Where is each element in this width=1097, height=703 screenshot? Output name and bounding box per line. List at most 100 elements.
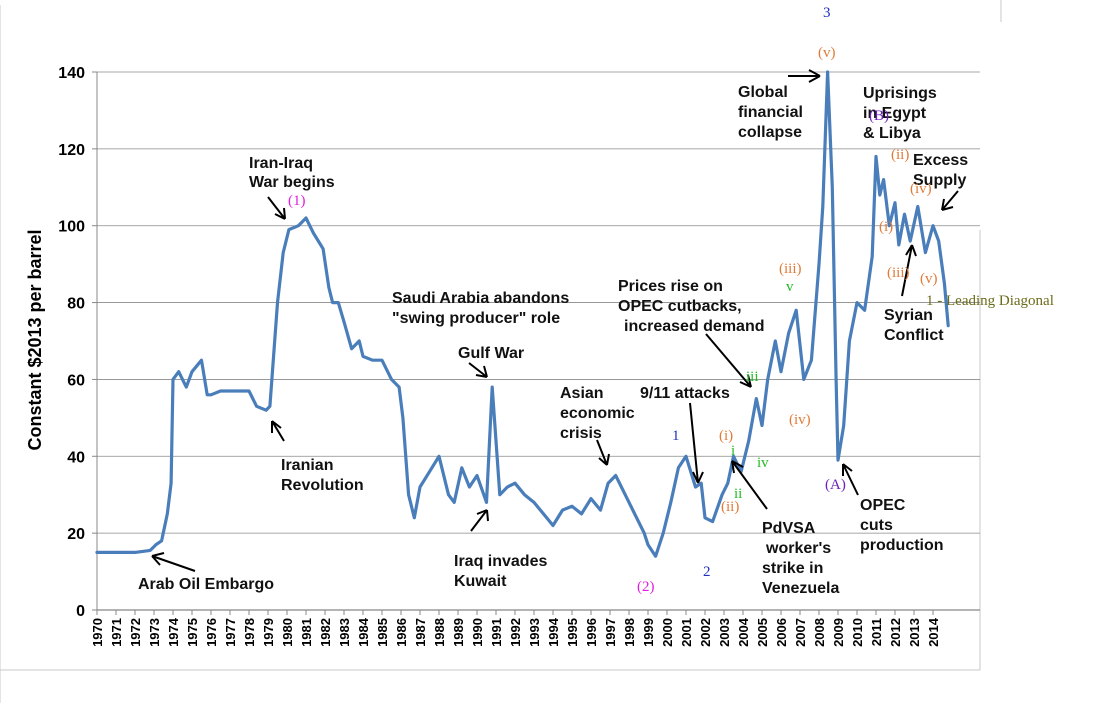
annotation-arrows [151, 69, 959, 572]
x-tick-1976: 1976 [204, 618, 219, 647]
arrow-arab-embargo [151, 552, 196, 572]
arrow-prices-rise [705, 333, 752, 388]
wave-label-iv-orange: (iv) [789, 412, 811, 428]
arrow-opec-cuts [842, 463, 859, 496]
y-tick-20: 20 [67, 526, 85, 543]
wave-label-1-paren: (1) [288, 193, 306, 209]
x-tick-2011: 2011 [869, 618, 884, 646]
wave-label-2: 2 [703, 564, 711, 580]
x-tick-1994: 1994 [546, 617, 561, 647]
annotation-pdvsa: PdVSA worker's strike in Venezuela [762, 520, 839, 597]
annotation-gulf-war: Gulf War [458, 345, 524, 362]
x-tick-2005: 2005 [755, 618, 770, 647]
x-tick-1985: 1985 [375, 618, 390, 647]
arrow-pdvsa [731, 460, 768, 510]
series-line [95, 70, 950, 558]
annotation-uprisings: Uprisings in Egypt & Libya [863, 85, 937, 142]
x-tick-2000: 2000 [660, 618, 675, 647]
x-tick-1984: 1984 [356, 617, 371, 647]
x-tick-1973: 1973 [147, 618, 162, 647]
x-tick-1997: 1997 [603, 618, 618, 647]
y-tick-140: 140 [58, 65, 85, 82]
annotation-saudi-arabia: Saudi Arabia abandons "swing producer" ro… [392, 290, 569, 327]
price-series [95, 70, 950, 558]
wave-label-ii-orange: (ii) [721, 499, 739, 515]
wave-label-2-paren: (2) [637, 579, 655, 595]
x-tick-1988: 1988 [432, 618, 447, 647]
x-tick-1986: 1986 [394, 618, 409, 647]
x-tick-2012: 2012 [888, 618, 903, 647]
wave-label-3: 3 [823, 5, 831, 21]
x-tick-2009: 2009 [831, 618, 846, 647]
x-tick-2013: 2013 [907, 618, 922, 647]
annotation-iran-iraq-war: Iran-Iraq War begins [249, 155, 335, 191]
annotation-syrian-conflict: Syrian Conflict [884, 307, 944, 344]
x-tick-2006: 2006 [774, 618, 789, 647]
wave-label-i-orange: (i) [719, 428, 733, 444]
annotation-excess-supply: Excess Supply [913, 152, 968, 189]
wave-label-1: 1 [672, 428, 680, 444]
wave-label-ii-orange-2: (ii) [891, 147, 909, 163]
x-tick-1991: 1991 [489, 618, 504, 647]
wave-label-iii-orange: (iii) [779, 261, 802, 277]
wave-label-ii-green: ii [734, 486, 742, 502]
x-tick-1998: 1998 [622, 618, 637, 647]
x-tick-1995: 1995 [565, 618, 580, 647]
x-tick-1981: 1981 [299, 618, 314, 647]
x-tick-1978: 1978 [242, 618, 257, 647]
x-tick-1977: 1977 [223, 618, 238, 647]
wave-label-i-green: i [731, 443, 735, 459]
y-tick-60: 60 [67, 372, 85, 389]
y-tick-0: 0 [76, 603, 85, 620]
x-tick-1975: 1975 [185, 618, 200, 647]
x-tick-2008: 2008 [812, 618, 827, 647]
x-tick-2014: 2014 [926, 617, 941, 647]
wave-labels: (1) (2) 1 2 3 (i) (ii) (iii) (iv) (v) i … [288, 5, 938, 595]
x-tick-1983: 1983 [337, 618, 352, 647]
wave-label-iv-green: iv [757, 455, 769, 471]
wave-label-i-orange-2: (i) [879, 219, 893, 235]
wave-label-iii-green: iii [746, 369, 759, 385]
annotation-iranian-revolution: Iranian Revolution [281, 457, 364, 494]
x-tick-1971: 1971 [109, 618, 124, 647]
annotations: Arab Oil Embargo Iran-Iraq War begins Ira… [138, 84, 968, 597]
arrow-asian-crisis [596, 439, 610, 466]
annotation-iraq-invades: Iraq invades Kuwait [454, 553, 547, 590]
x-tick-1974: 1974 [166, 617, 181, 647]
wave-label-iv-orange-2: (iv) [910, 181, 932, 197]
annotation-opec-cuts: OPEC cuts production [860, 497, 944, 554]
x-tick-1992: 1992 [508, 618, 523, 647]
x-tick-1972: 1972 [128, 618, 143, 647]
y-tick-labels: 0 20 40 60 80 100 120 140 [58, 65, 97, 620]
x-tick-1980: 1980 [280, 618, 295, 647]
x-tick-2010: 2010 [850, 618, 865, 647]
annotation-global-collapse: Global financial collapse [738, 84, 803, 141]
x-tick-1982: 1982 [318, 618, 333, 647]
x-tick-1990: 1990 [470, 618, 485, 647]
annotation-asian-crisis: Asian economic crisis [560, 385, 635, 442]
x-tick-2002: 2002 [698, 618, 713, 647]
x-tick-2001: 2001 [679, 618, 694, 647]
arrow-nine-eleven [689, 402, 704, 484]
arrow-gulf-war [468, 362, 488, 378]
x-tick-1979: 1979 [261, 618, 276, 647]
arrow-iraq-invades [470, 509, 489, 532]
arrow-iranian-revolution [271, 420, 285, 442]
annotation-prices-rise: Prices rise on OPEC cutbacks, increased de… [618, 278, 765, 335]
x-tick-2003: 2003 [717, 618, 732, 647]
y-tick-120: 120 [58, 142, 85, 159]
arrow-global-collapse [788, 69, 821, 83]
x-tick-labels: 1970 1971 1972 1973 1974 1975 1976 1977 1978 1979… [90, 610, 941, 647]
x-tick-1993: 1993 [527, 618, 542, 647]
x-tick-2004: 2004 [736, 617, 751, 647]
x-tick-1989: 1989 [451, 618, 466, 647]
gridlines [96, 71, 980, 611]
y-tick-40: 40 [67, 449, 85, 466]
wave-label-A: (A) [825, 477, 846, 493]
y-axis-label: Constant $2013 per barrel [25, 229, 45, 450]
wave-label-v-green: v [786, 279, 794, 295]
x-tick-2007: 2007 [793, 618, 808, 647]
y-tick-100: 100 [58, 219, 85, 236]
